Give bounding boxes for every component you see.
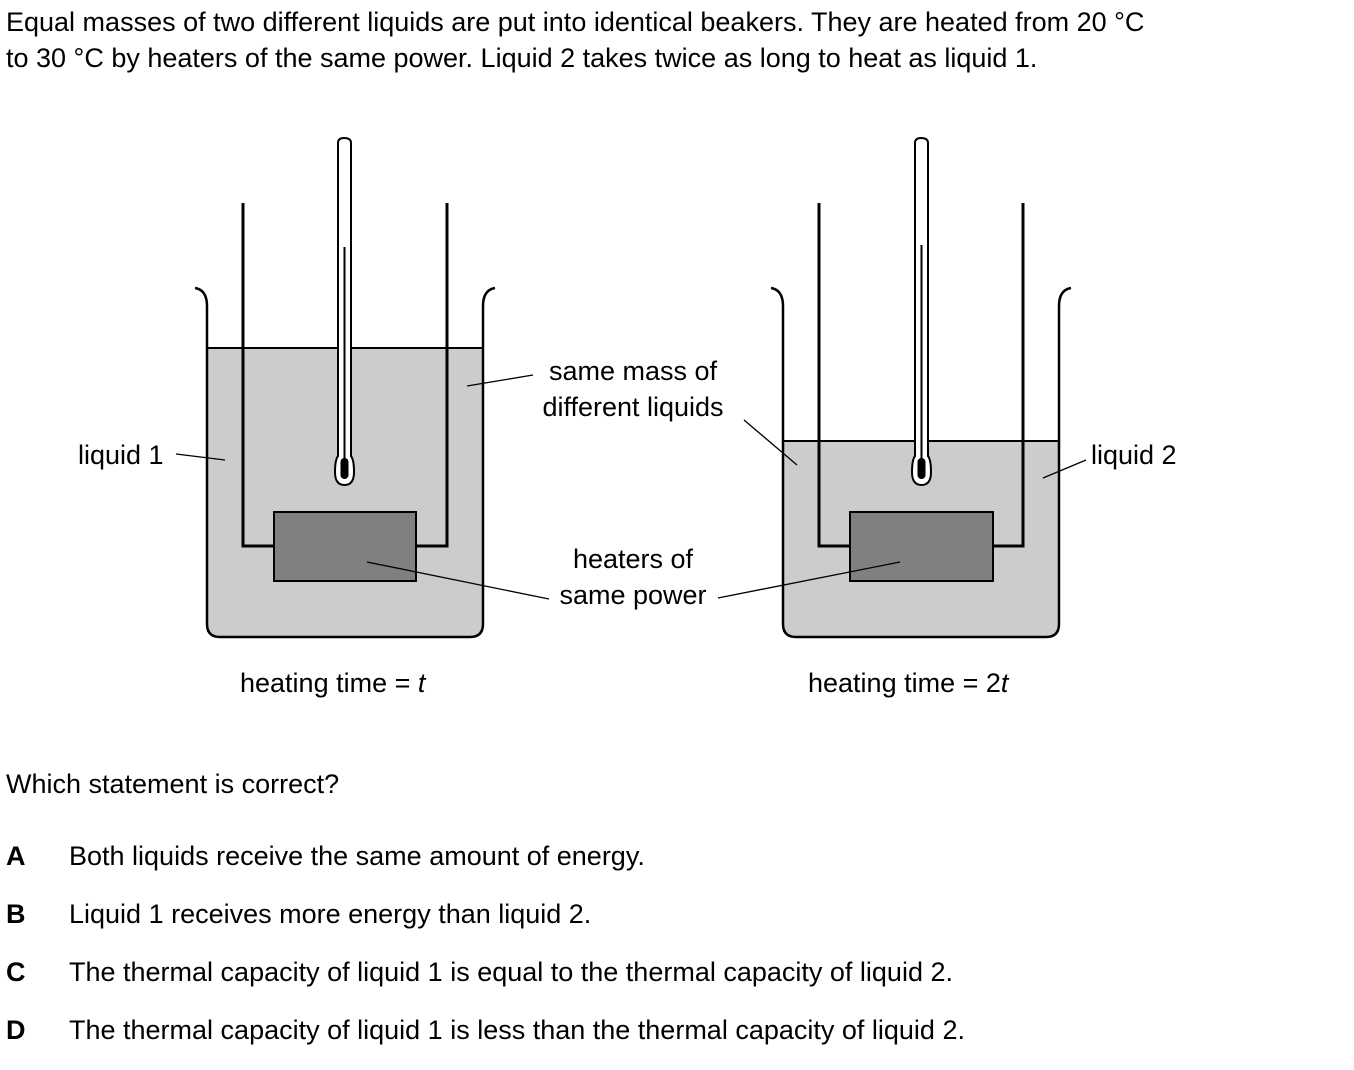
thermometer-left xyxy=(333,136,356,487)
thermometer-left-bulb xyxy=(340,458,349,479)
heating-diagram: liquid 1 liquid 2 same mass of different… xyxy=(78,136,1177,698)
leader-lines xyxy=(175,374,1087,600)
caption-heating-time-left: heating time = t xyxy=(240,668,427,698)
caption-left-prefix: heating time = xyxy=(240,668,418,698)
heater-right-wires xyxy=(817,203,1025,548)
heater-right-element xyxy=(849,511,994,582)
leader-liquid-2 xyxy=(1042,459,1087,479)
option-b[interactable]: B Liquid 1 receives more energy than liq… xyxy=(6,896,965,954)
heater-right xyxy=(817,203,1025,582)
caption-right-variable: t xyxy=(1001,668,1010,698)
beaker-left-outline xyxy=(194,286,496,639)
thermometer-right-bulb xyxy=(917,458,926,479)
label-liquid-1: liquid 1 xyxy=(78,440,164,470)
option-c-text: The thermal capacity of liquid 1 is equa… xyxy=(69,957,953,987)
option-c[interactable]: C The thermal capacity of liquid 1 is eq… xyxy=(6,954,965,1012)
thermometer-right xyxy=(910,136,933,487)
beaker-right-outline xyxy=(770,286,1072,639)
caption-right-prefix: heating time = 2 xyxy=(808,668,1001,698)
label-heaters-line-2: same power xyxy=(559,580,706,610)
caption-heating-time-right: heating time = 2t xyxy=(808,668,1010,698)
option-d-text: The thermal capacity of liquid 1 is less… xyxy=(69,1015,965,1045)
caption-left-variable: t xyxy=(418,668,427,698)
leader-same-mass-left xyxy=(466,374,534,387)
label-liquid-2: liquid 2 xyxy=(1091,440,1177,470)
leader-heater-left xyxy=(366,561,550,600)
leader-heater-right xyxy=(717,561,901,599)
intro-line-1: Equal masses of two different liquids ar… xyxy=(6,7,1145,37)
intro-line-2: to 30 °C by heaters of the same power. L… xyxy=(6,43,1038,73)
heater-left-element xyxy=(273,511,417,582)
heater-left-wires xyxy=(241,203,449,548)
option-c-letter: C xyxy=(6,957,26,987)
question-prompt: Which statement is correct? xyxy=(6,769,340,799)
option-a[interactable]: A Both liquids receive the same amount o… xyxy=(6,838,965,896)
option-b-letter: B xyxy=(6,899,26,929)
leader-same-mass-right xyxy=(743,419,798,466)
label-same-mass-line-1: same mass of xyxy=(549,356,718,386)
option-b-text: Liquid 1 receives more energy than liqui… xyxy=(69,899,592,929)
label-same-mass-line-2: different liquids xyxy=(542,392,723,422)
answer-options: A Both liquids receive the same amount o… xyxy=(6,838,965,1070)
option-a-text: Both liquids receive the same amount of … xyxy=(69,841,645,871)
label-heaters-line-1: heaters of xyxy=(573,544,694,574)
question-intro: Equal masses of two different liquids ar… xyxy=(6,4,1346,76)
heater-left xyxy=(241,203,449,582)
leader-liquid-1 xyxy=(175,453,226,461)
option-d[interactable]: D The thermal capacity of liquid 1 is le… xyxy=(6,1012,965,1070)
option-d-letter: D xyxy=(6,1015,26,1045)
option-a-letter: A xyxy=(6,841,26,871)
